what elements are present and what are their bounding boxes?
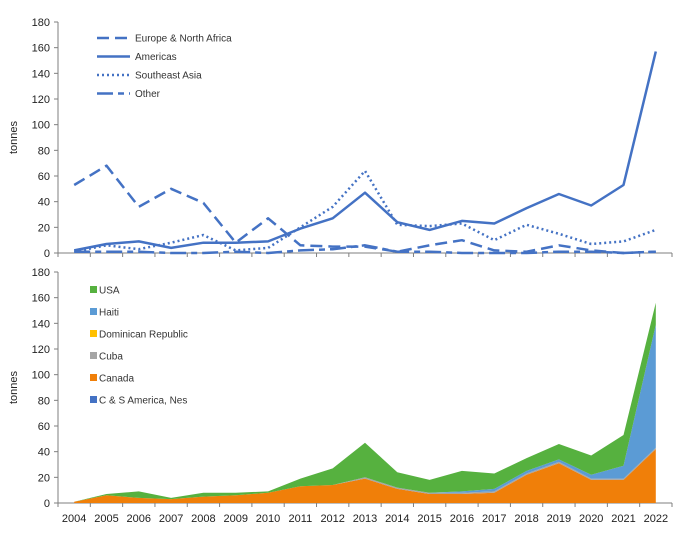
top-y-tick-label: 160: [32, 43, 50, 55]
bottom-y-tick-label: 140: [32, 318, 50, 330]
legend-swatch: [90, 396, 97, 403]
series-line-europe-north-africa: [73, 164, 656, 255]
legend-label: USA: [99, 286, 120, 297]
legend-swatch: [90, 374, 97, 381]
legend-label: C & S America, Nes: [99, 396, 187, 407]
top-y-axis-label: tonnes: [8, 120, 20, 154]
bottom-x-tick-label: 2007: [159, 513, 183, 525]
top-y-tick-label: 180: [32, 17, 50, 29]
bottom-x-tick-label: 2016: [450, 513, 474, 525]
top-line-chart: 0 20 40 60 80 100 120 140 160 180 tonnes Europe & N…: [8, 17, 673, 260]
bottom-x-tick-label: 2013: [353, 513, 377, 525]
area-canada: [74, 449, 656, 503]
legend-swatch: [90, 308, 97, 315]
bottom-area-chart: 0 20 40 60 80 100 120 140 160 180 2004 2005 2006 2007…: [8, 267, 673, 525]
series-line-southeast-asia: [73, 169, 657, 253]
series-line-other: [74, 244, 656, 255]
bottom-y-tick-label: 0: [44, 498, 50, 510]
top-y-tick-label: 100: [32, 120, 50, 132]
legend-label: Southeast Asia: [135, 71, 202, 82]
bottom-x-tick-label: 2012: [320, 513, 344, 525]
bottom-x-tick-label: 2005: [94, 513, 118, 525]
bottom-x-tick-label: 2015: [417, 513, 441, 525]
top-y-tick-label: 80: [38, 145, 50, 157]
top-y-tick-label: 0: [44, 248, 50, 260]
top-y-tick-label: 120: [32, 94, 50, 106]
bottom-x-tick-label: 2004: [62, 513, 86, 525]
legend-swatch: [90, 286, 97, 293]
legend-label: Cuba: [99, 352, 123, 363]
bottom-y-tick-label: 40: [38, 447, 50, 459]
bottom-y-tick-label: 120: [32, 344, 50, 356]
bottom-x-tick-label: 2018: [514, 513, 538, 525]
bottom-x-tick-label: 2011: [289, 513, 313, 525]
top-y-tick-label: 140: [32, 68, 50, 80]
bottom-x-tick-label: 2020: [579, 513, 603, 525]
area-usa: [74, 302, 656, 502]
bottom-x-tick-label: 2022: [644, 513, 668, 525]
bottom-x-tick-label: 2006: [127, 513, 151, 525]
bottom-x-tick-label: 2008: [191, 513, 215, 525]
bottom-x-tick-label: 2014: [385, 513, 409, 525]
bottom-y-axis-label: tonnes: [8, 370, 20, 404]
bottom-y-tick-label: 60: [38, 421, 50, 433]
legend-swatch: [90, 352, 97, 359]
bottom-x-tick-label: 2010: [256, 513, 280, 525]
bottom-x-tick-label: 2021: [611, 513, 635, 525]
legend-label: Other: [135, 89, 161, 100]
bottom-y-tick-label: 100: [32, 370, 50, 382]
series-line-americas: [73, 51, 658, 252]
top-y-tick-label: 40: [38, 197, 50, 209]
legend-label: Haiti: [99, 308, 119, 319]
legend-label: Europe & North Africa: [135, 34, 232, 45]
legend-label: Dominican Republic: [99, 330, 188, 341]
bottom-y-tick-label: 80: [38, 395, 50, 407]
bottom-y-tick-label: 180: [32, 267, 50, 279]
top-y-tick-label: 60: [38, 171, 50, 183]
legend-label: Americas: [135, 52, 177, 63]
bottom-y-tick-label: 160: [32, 293, 50, 305]
bottom-x-tick-label: 2019: [547, 513, 571, 525]
bottom-y-tick-label: 20: [38, 472, 50, 484]
top-y-tick-label: 20: [38, 222, 50, 234]
legend-label: Canada: [99, 374, 134, 385]
bottom-x-tick-label: 2017: [482, 513, 506, 525]
legend-swatch: [90, 330, 97, 337]
bottom-x-tick-label: 2009: [223, 513, 247, 525]
